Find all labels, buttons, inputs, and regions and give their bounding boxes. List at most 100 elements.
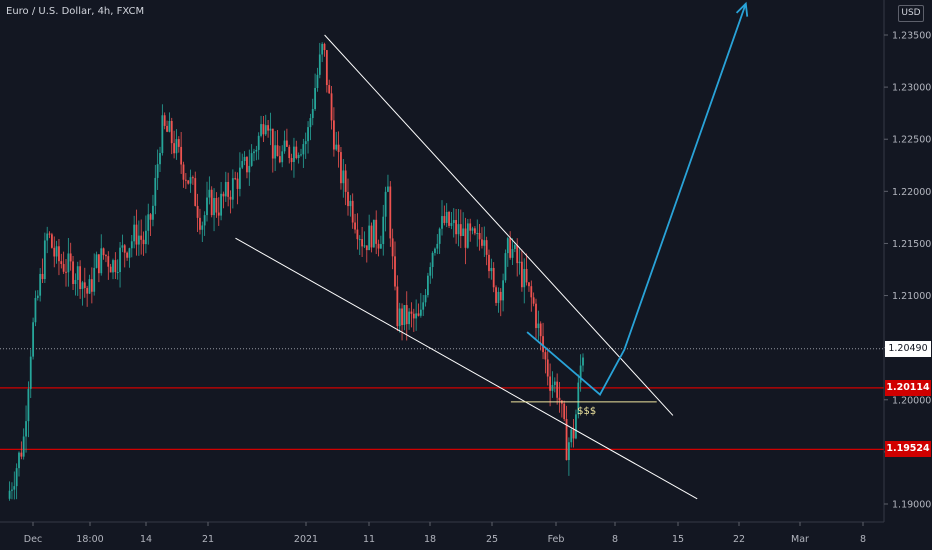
candle-body [25,421,27,437]
candle [530,280,533,312]
candle [356,213,359,250]
candle-body [401,308,403,325]
candle-body [530,286,533,298]
candle-body [431,252,434,268]
candle [572,419,575,448]
candle [568,437,570,476]
candle [375,210,378,255]
candle [239,152,241,197]
candle [412,308,415,332]
candle [208,176,211,205]
candle [114,252,117,280]
candle-body [215,197,218,213]
candle [544,349,547,374]
candle [528,282,530,292]
candle [253,148,255,162]
candle [579,354,582,392]
candle [201,221,204,242]
candle-body [264,125,267,135]
candle [328,79,331,94]
candle [311,98,314,126]
time-tick-label: 14 [140,534,152,545]
candle-body [504,253,507,281]
candle [398,302,401,333]
candle-body [163,115,166,126]
candle-body [528,282,530,287]
candle [170,117,173,155]
candle-body [518,261,521,264]
candle-body [222,193,225,197]
candle [318,42,321,79]
price-tick-label: 1.23500 [892,31,931,42]
candle-body [568,442,570,461]
candle [257,132,260,160]
candle-body [582,357,584,366]
candle [22,428,25,460]
candle-body [43,240,46,280]
candle-body [147,214,150,231]
candle [297,152,300,164]
candle [236,172,239,205]
candle [293,137,295,178]
candle [222,191,225,209]
candle [488,249,490,279]
candle [32,317,34,360]
candle-body [521,261,523,288]
candle [182,161,185,188]
candle [74,273,77,296]
candle-body [462,228,465,237]
candle [513,242,516,253]
candle [438,227,441,254]
candle-body [36,295,39,298]
candle-body [177,139,180,147]
time-tick-label: 18:00 [76,534,103,545]
candle-body [13,486,16,490]
candle [243,151,246,166]
candle [286,128,288,148]
candle-body [354,222,356,230]
candle [39,268,42,302]
candle [575,409,577,440]
candle-body [137,235,140,245]
candle-body [448,211,450,226]
candle-body [51,234,53,248]
candle [76,261,79,296]
candle-body [382,216,385,245]
candle-body [18,452,20,469]
candle-body [563,403,566,420]
time-axis[interactable]: Dec 18:00 14 21 2021 11 18 25 Feb 8 15 22 Mar 8 [0,521,884,545]
candle [302,138,305,168]
price-tick-label: 1.21000 [892,291,931,302]
candle [323,42,326,57]
support-price-tag: 1.19524 [885,441,931,458]
candle-body [126,252,128,258]
currency-button[interactable]: USD [898,5,924,22]
candle-body [156,164,159,178]
candle [410,302,413,328]
candle-body [368,225,371,251]
candle [135,209,138,256]
candle-body [485,240,488,255]
candle [255,145,258,161]
candle-body [267,125,269,131]
candle-body [314,88,316,110]
candle [321,42,324,63]
candle [147,203,150,245]
candle [466,218,469,249]
candle [196,193,199,233]
price-tick-label: 1.19000 [892,500,931,511]
candle-body [481,239,483,246]
candle-body [398,308,401,327]
candle [123,243,126,268]
candle-body [86,287,89,294]
candle [86,285,89,307]
candle-body [575,414,577,439]
candle [546,347,549,386]
candle [457,209,460,247]
candle-body [436,243,439,249]
time-tick-label: 18 [424,534,436,545]
candle [260,115,262,138]
candle-body [525,268,528,283]
